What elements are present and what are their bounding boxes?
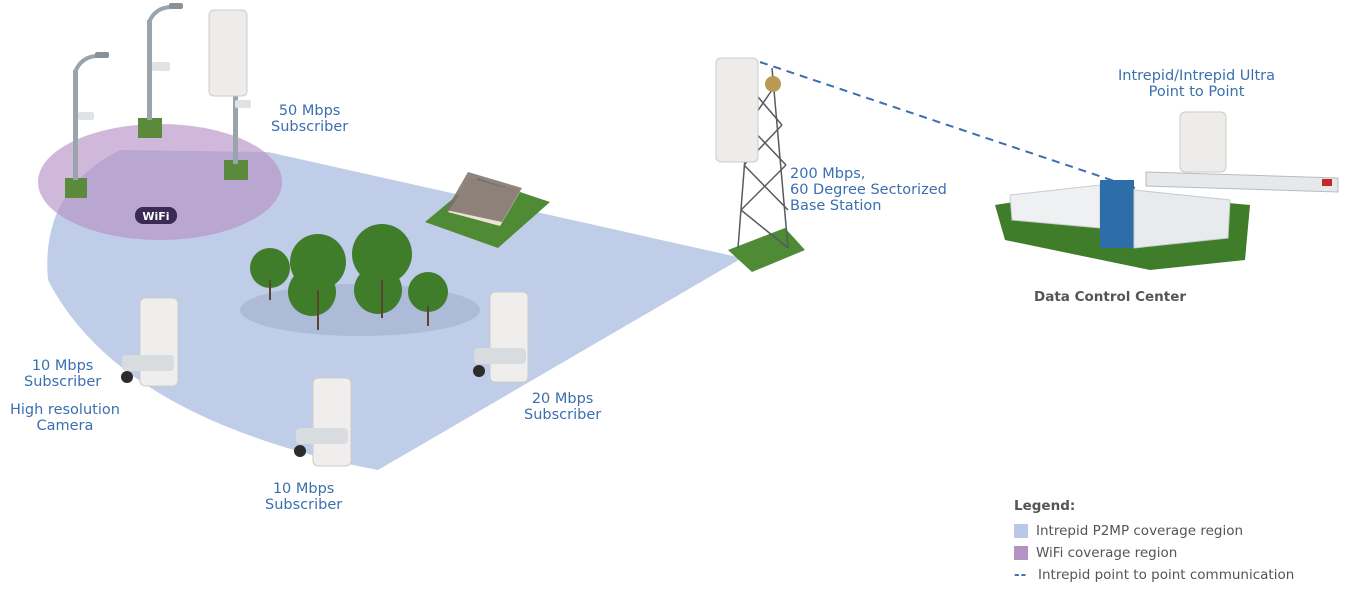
label-high-resolution-camera: High resolution Camera	[10, 402, 120, 434]
legend-item-wifi: WiFi coverage region	[1014, 542, 1294, 564]
data-control-center-building	[995, 180, 1250, 270]
label-10mbps-subscriber-bottom: 10 Mbps Subscriber	[265, 481, 343, 513]
trees	[240, 224, 480, 336]
house	[425, 172, 550, 248]
label-50mbps-subscriber: 50 Mbps Subscriber	[271, 103, 349, 135]
street-pole-1	[65, 52, 109, 198]
camera-subscriber-middle	[473, 291, 529, 383]
legend-label-p2mp: Intrepid P2MP coverage region	[1036, 523, 1244, 539]
wifi-badge: WiFi	[135, 207, 177, 224]
legend-label-wifi: WiFi coverage region	[1036, 545, 1178, 561]
legend-swatch-p2mp	[1014, 524, 1028, 538]
label-data-control-center: Data Control Center	[1034, 289, 1187, 305]
legend-item-p2mp: Intrepid P2MP coverage region	[1014, 520, 1294, 542]
point-to-point-radio	[1179, 111, 1227, 173]
legend-label-p2p: Intrepid point to point communication	[1038, 567, 1295, 583]
legend: Legend: Intrepid P2MP coverage region Wi…	[1014, 498, 1294, 586]
legend-item-p2p: -- Intrepid point to point communication	[1014, 564, 1294, 586]
base-station-tower	[715, 57, 805, 272]
camera-subscriber-left	[121, 297, 179, 387]
network-switch	[1145, 171, 1339, 193]
camera-subscriber-bottom	[294, 377, 352, 467]
label-point-to-point: Intrepid/Intrepid Ultra Point to Point	[1118, 68, 1275, 100]
legend-swatch-wifi	[1014, 546, 1028, 560]
label-10mbps-subscriber-left: 10 Mbps Subscriber	[24, 358, 102, 390]
point-to-point-link	[759, 61, 1136, 189]
legend-title: Legend:	[1014, 498, 1076, 514]
wifi-badge-text: WiFi	[142, 210, 169, 223]
label-20mbps-subscriber: 20 Mbps Subscriber	[524, 391, 602, 423]
legend-dash-p2p: --	[1014, 567, 1028, 583]
label-base-station: 200 Mbps, 60 Degree Sectorized Base Stat…	[790, 166, 947, 214]
street-pole-3	[208, 9, 251, 180]
wifi-coverage-region	[38, 124, 282, 240]
street-pole-2	[138, 3, 183, 138]
